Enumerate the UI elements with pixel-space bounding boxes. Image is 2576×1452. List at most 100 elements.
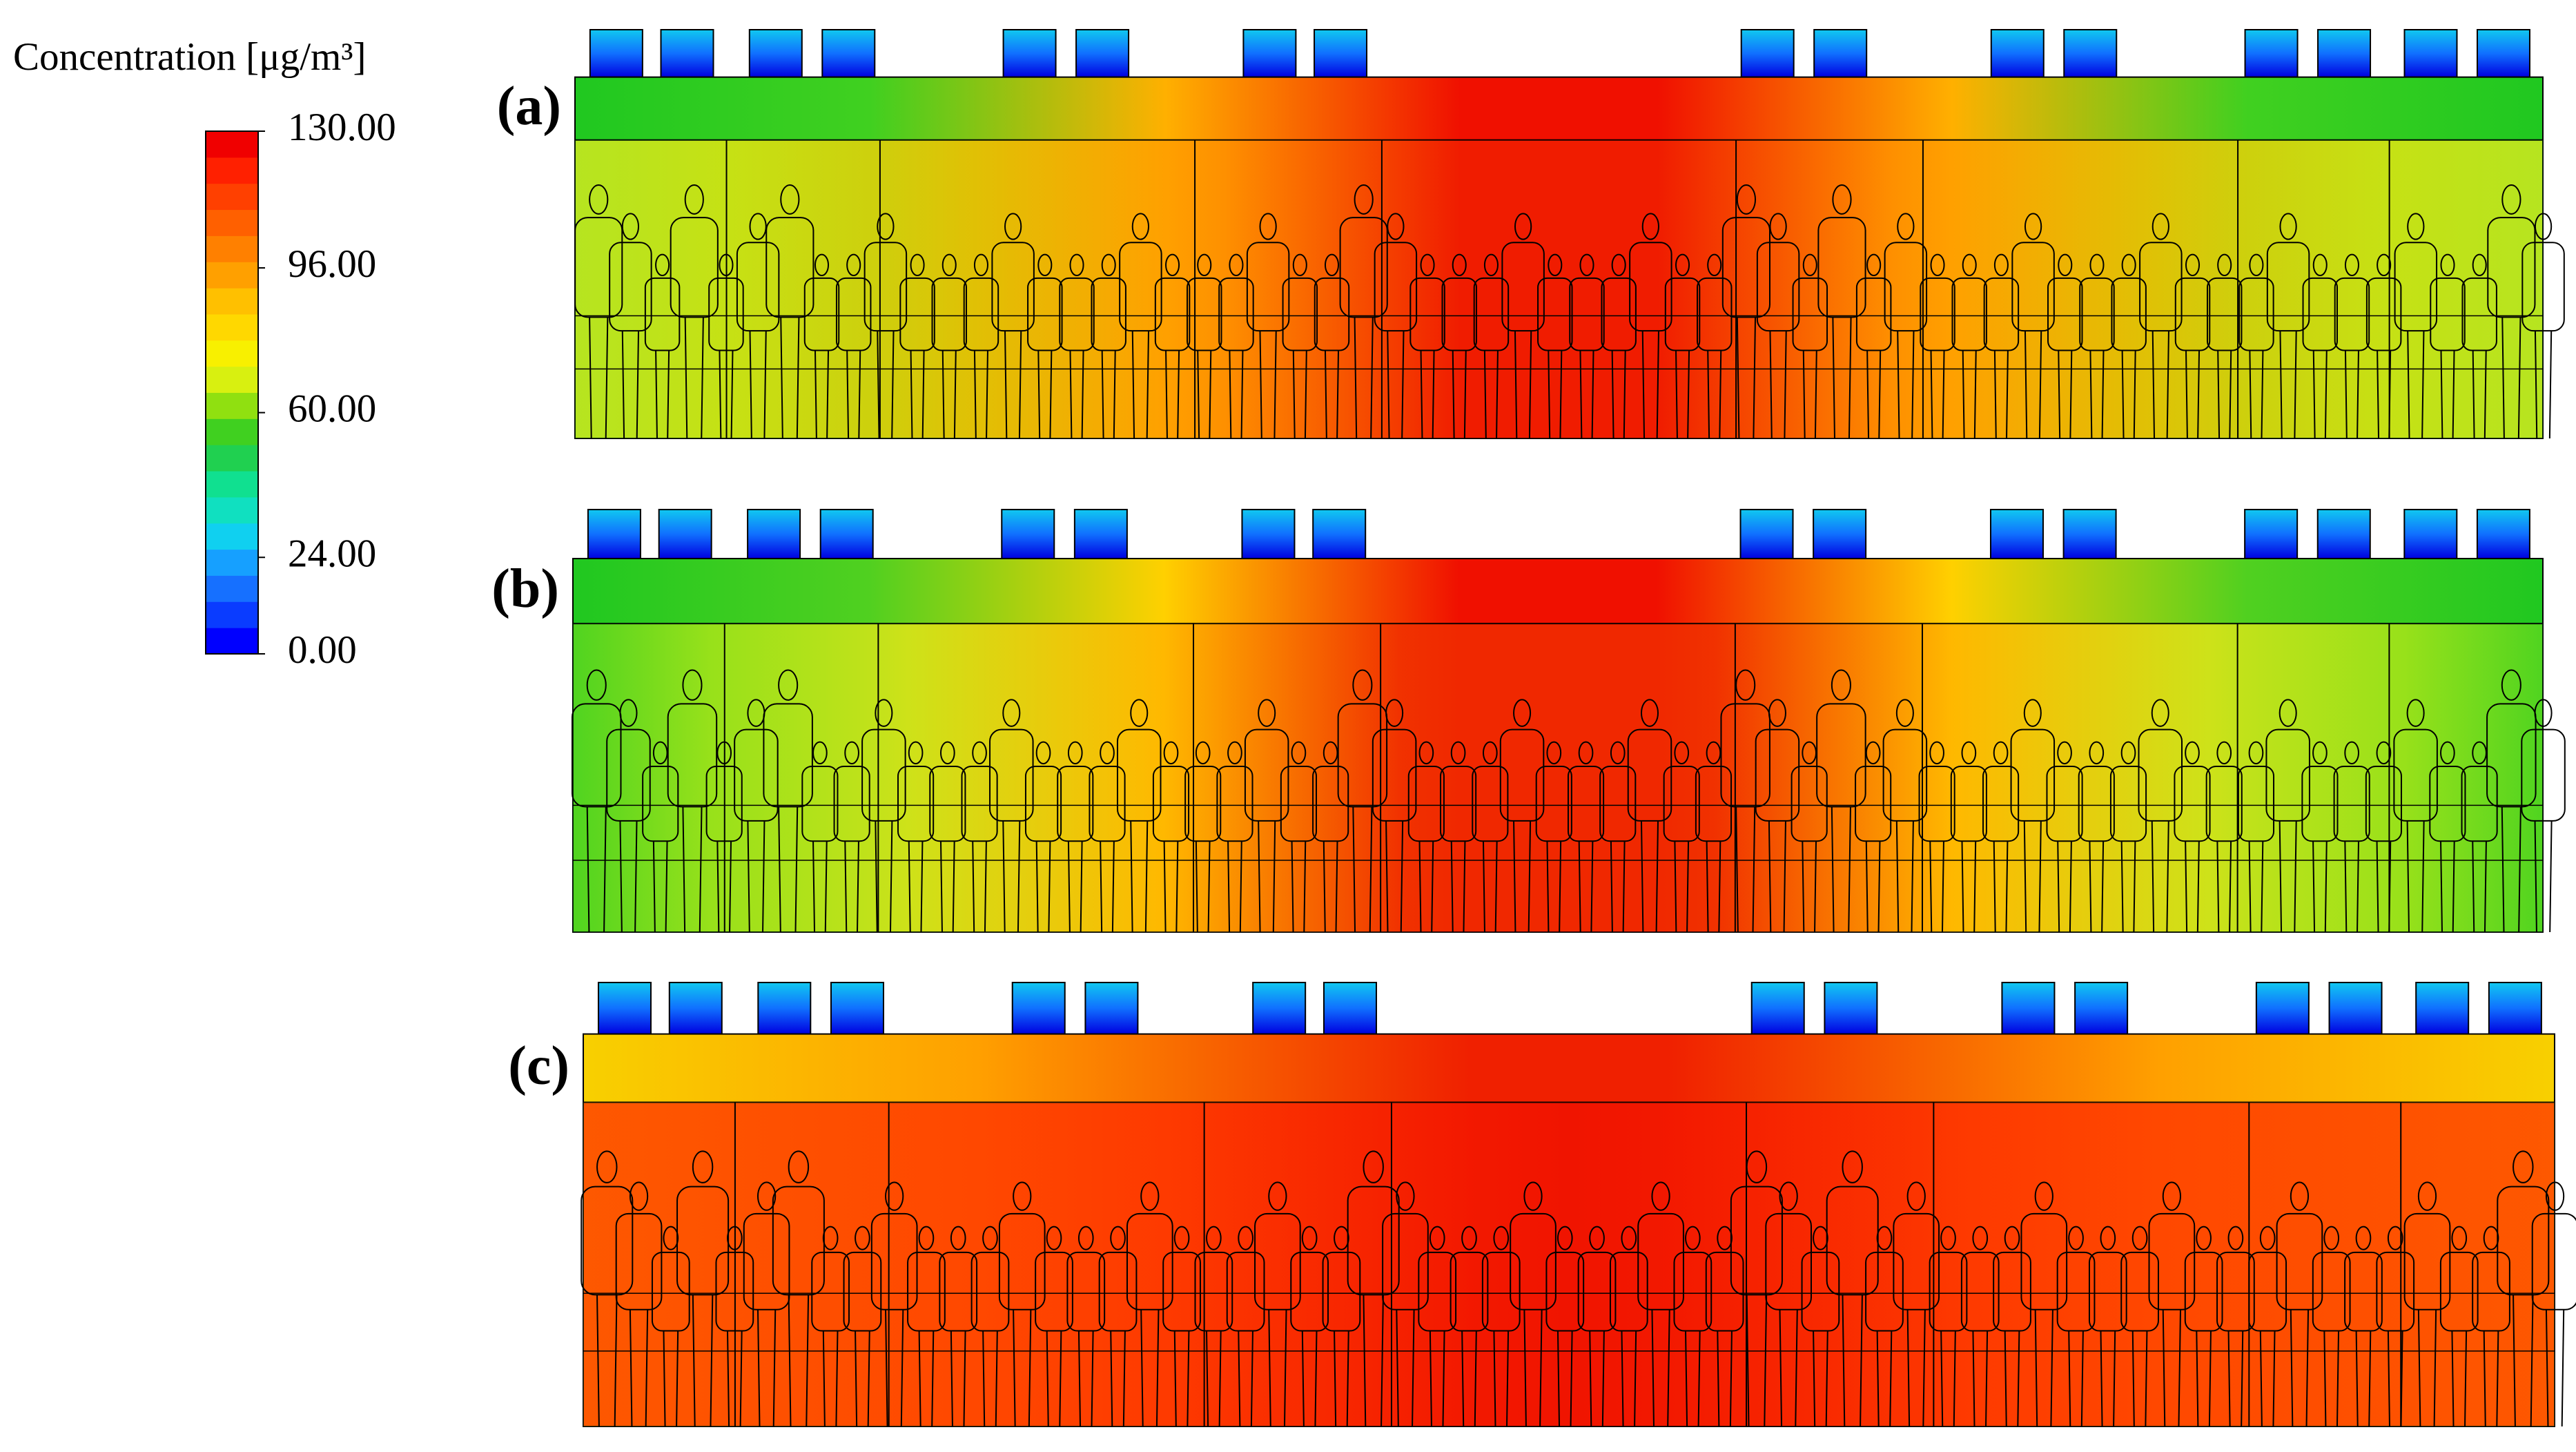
- person-head: [2534, 699, 2553, 727]
- person-leg: [1229, 350, 1232, 439]
- person-leg: [2227, 1330, 2231, 1427]
- person-body: [1194, 1251, 1233, 1332]
- person-body: [615, 1212, 663, 1310]
- vent: [2255, 982, 2310, 1035]
- person-leg: [1718, 841, 1721, 933]
- person-head: [1258, 699, 1276, 727]
- person-leg: [1335, 841, 1338, 933]
- person-leg: [1380, 1295, 1384, 1427]
- person-leg: [684, 317, 688, 439]
- person-body: [1162, 1251, 1201, 1332]
- colorbar-band: [206, 418, 258, 445]
- person-body: [1322, 1251, 1361, 1332]
- panel: [574, 29, 2565, 439]
- person-leg: [1962, 350, 1965, 439]
- person-leg: [1655, 820, 1659, 933]
- person-leg: [1795, 1309, 1798, 1427]
- vent: [2244, 509, 2299, 559]
- person-body: [1187, 277, 1222, 351]
- person-head: [2196, 1226, 2212, 1250]
- person-body: [2276, 1212, 2323, 1310]
- person-head: [652, 741, 668, 765]
- person-body: [2531, 1212, 2576, 1310]
- person-body: [1089, 766, 1126, 842]
- person-body: [1855, 277, 1892, 351]
- person-leg: [2357, 350, 2359, 439]
- person-leg: [1911, 331, 1915, 439]
- person-body: [1091, 277, 1126, 351]
- person-leg: [1548, 350, 1551, 439]
- person-leg: [950, 1330, 953, 1427]
- person-body: [1569, 277, 1605, 351]
- person-head: [2387, 1226, 2403, 1250]
- person-body: [2334, 277, 2370, 351]
- person-leg: [1746, 1295, 1750, 1427]
- person-body: [2365, 766, 2402, 842]
- person-body: [1855, 766, 1892, 842]
- person-leg: [1401, 331, 1405, 439]
- person-leg: [1634, 1330, 1637, 1427]
- person-body: [734, 728, 779, 822]
- person-body: [1567, 766, 1605, 842]
- person-leg: [2294, 820, 2297, 933]
- person-leg: [1400, 820, 1404, 933]
- person-head: [2344, 253, 2359, 277]
- person-leg: [1463, 841, 1466, 933]
- person-head: [1238, 1226, 1253, 1250]
- person-head: [2100, 1226, 2116, 1250]
- person-leg: [2417, 1309, 2421, 1427]
- person-leg: [1385, 820, 1389, 933]
- person-leg: [2512, 1295, 2516, 1427]
- person-head: [1334, 1226, 1349, 1250]
- person-leg: [1292, 350, 1296, 439]
- person-body: [1472, 766, 1509, 842]
- person-leg: [1506, 1330, 1510, 1427]
- person-leg: [1546, 841, 1550, 933]
- colorbar-band: [206, 549, 258, 576]
- person-head: [1140, 1181, 1160, 1211]
- person-body: [606, 728, 651, 822]
- person-leg: [1802, 841, 1805, 933]
- person-body: [1629, 242, 1672, 332]
- person-leg: [1876, 1330, 1880, 1427]
- person-leg: [729, 841, 732, 933]
- person-leg: [1557, 1330, 1561, 1427]
- person-leg: [1848, 317, 1852, 439]
- person-leg: [2241, 1330, 2244, 1427]
- person-leg: [2196, 841, 2200, 933]
- person-head: [589, 184, 609, 215]
- person-body: [1755, 728, 1800, 822]
- person-body: [2184, 1251, 2223, 1332]
- person-leg: [1165, 350, 1168, 439]
- vent: [821, 29, 876, 78]
- person-leg: [1140, 1309, 1144, 1427]
- person-body: [899, 277, 935, 351]
- person-leg: [1218, 1330, 1222, 1427]
- person-leg: [1049, 350, 1053, 439]
- person-leg: [589, 317, 592, 439]
- person-leg: [1674, 841, 1677, 933]
- person-body: [1882, 728, 1928, 822]
- person-body: [1801, 1251, 1840, 1332]
- person-body: [963, 277, 999, 351]
- person-body: [1066, 1251, 1106, 1332]
- person-body: [667, 703, 718, 808]
- person-leg: [682, 806, 686, 933]
- person-head: [1546, 741, 1562, 765]
- person-leg: [749, 331, 752, 439]
- person-body: [580, 1185, 634, 1296]
- person-leg: [867, 1330, 870, 1427]
- person-head: [2501, 184, 2521, 215]
- person-leg: [2272, 1330, 2276, 1427]
- person-body: [609, 242, 652, 332]
- person-leg: [1895, 820, 1900, 933]
- person-leg: [1559, 841, 1562, 933]
- person-leg: [1802, 350, 1806, 439]
- person-head: [2120, 741, 2136, 765]
- person-leg: [1017, 820, 1021, 933]
- vent: [819, 509, 874, 559]
- person-head: [1004, 213, 1022, 240]
- person-head: [846, 253, 861, 277]
- person-head: [1675, 253, 1690, 277]
- person-body: [1756, 242, 1800, 332]
